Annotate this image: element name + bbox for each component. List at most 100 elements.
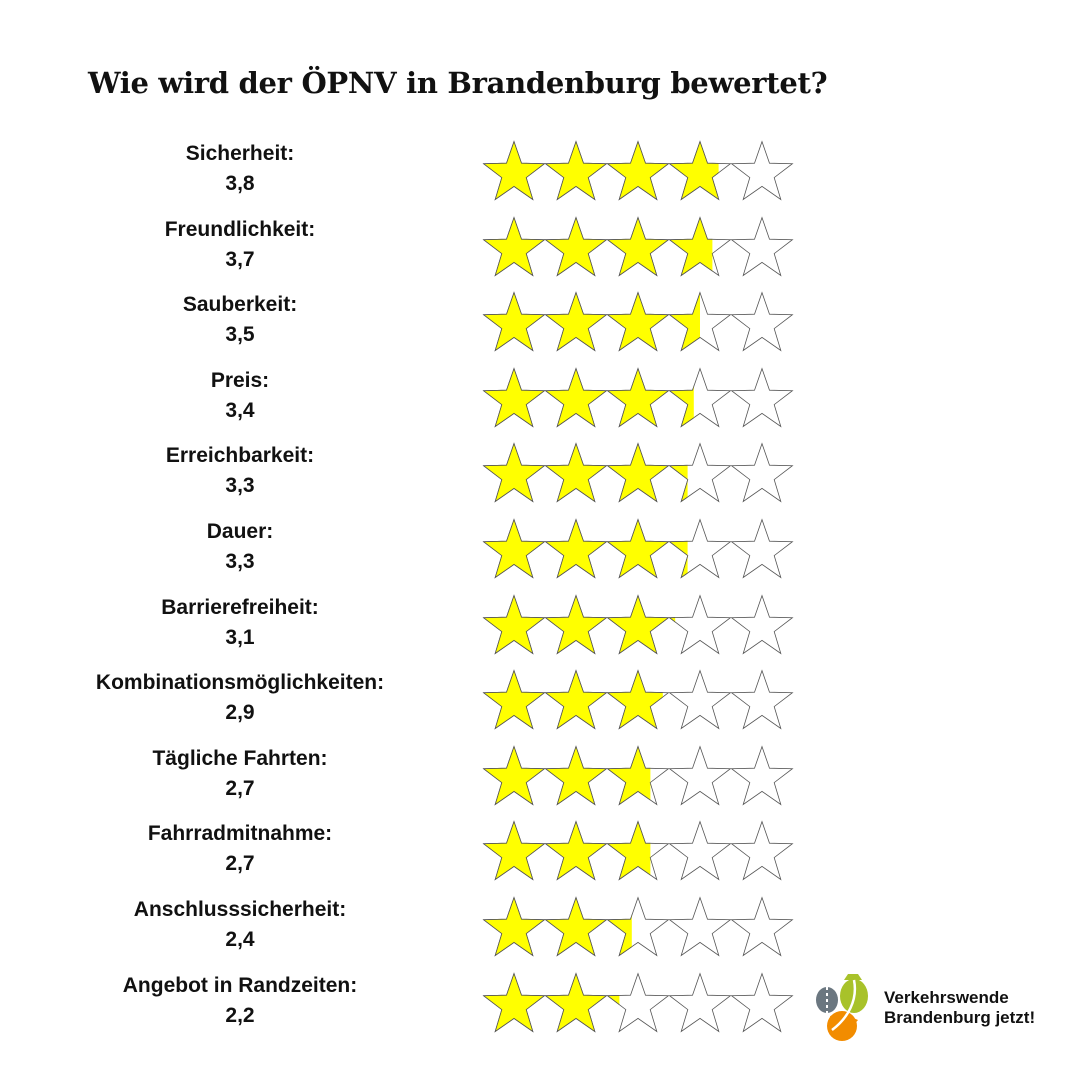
star-empty xyxy=(730,291,794,352)
star-filled xyxy=(668,465,688,503)
rating-row: Sicherheit: 3,8 xyxy=(0,138,820,214)
star-rating xyxy=(482,215,794,277)
star-filled xyxy=(544,669,608,730)
star-filled xyxy=(668,616,676,623)
star-rating xyxy=(482,442,794,503)
rating-value: 2,2 xyxy=(225,1003,255,1027)
rating-row: Anschlusssicherheit: 2,4 xyxy=(0,894,820,970)
star-filled xyxy=(606,593,670,655)
star-filled xyxy=(606,994,620,1033)
star-filled xyxy=(544,140,608,201)
star-rating xyxy=(482,291,794,352)
star-rating xyxy=(482,896,794,957)
star-rating xyxy=(482,518,794,579)
star-empty xyxy=(730,820,794,881)
star-empty xyxy=(730,593,794,655)
star-filled xyxy=(483,971,546,1033)
logo-icon xyxy=(816,974,868,1041)
star-empty xyxy=(730,140,794,201)
rating-value: 3,3 xyxy=(225,474,255,498)
rating-label: Sauberkeit: xyxy=(182,293,298,317)
star-filled xyxy=(606,518,670,579)
star-filled xyxy=(483,669,546,730)
rating-label: Angebot in Randzeiten: xyxy=(122,973,358,997)
star-filled xyxy=(606,215,670,277)
star-filled xyxy=(544,820,608,881)
rating-label: Barrierefreiheit: xyxy=(161,595,319,619)
rating-row: Sauberkeit: 3,5 xyxy=(0,289,820,365)
star-empty xyxy=(668,669,732,730)
rating-row: Fahrradmitnahme: 2,7 xyxy=(0,818,820,894)
rating-value: 2,4 xyxy=(225,928,255,951)
star-filled xyxy=(483,367,546,428)
star-filled xyxy=(483,518,546,579)
star-filled xyxy=(544,971,608,1033)
star-filled xyxy=(483,593,546,655)
rating-label: Dauer: xyxy=(206,520,274,543)
star-filled xyxy=(483,140,546,201)
star-filled xyxy=(606,669,663,730)
star-rating xyxy=(482,140,794,201)
rating-label: Kombinationsmöglichkeiten: xyxy=(95,671,385,695)
rating-label: Sicherheit: xyxy=(185,142,295,165)
rating-label: Erreichbarkeit: xyxy=(165,444,315,468)
star-rating xyxy=(482,669,794,730)
star-empty xyxy=(730,518,794,579)
rating-label: Freundlichkeit: xyxy=(164,217,316,241)
star-filled xyxy=(606,820,651,881)
rating-label: Tägliche Fahrten: xyxy=(152,746,328,770)
star-filled xyxy=(668,140,719,201)
star-empty xyxy=(668,745,732,806)
star-filled xyxy=(606,367,670,428)
rating-value: 3,8 xyxy=(225,172,255,195)
logo-line-2: Brandenburg jetzt! xyxy=(884,1008,1036,1027)
star-filled xyxy=(668,291,700,352)
star-filled xyxy=(544,367,608,428)
star-rating xyxy=(482,971,794,1033)
star-filled xyxy=(606,745,651,806)
rating-row: Angebot in Randzeiten: 2,2 xyxy=(0,970,820,1046)
star-filled xyxy=(544,442,608,503)
star-filled xyxy=(544,593,608,655)
star-empty xyxy=(668,896,732,957)
logo: Verkehrswende Brandenburg jetzt! xyxy=(814,970,1064,1042)
chart-title: Wie wird der ÖPNV in Brandenburg bewerte… xyxy=(88,66,828,100)
star-filled xyxy=(544,291,608,352)
star-empty xyxy=(730,669,794,730)
rating-row: Kombinationsmöglichkeiten: 2,9 xyxy=(0,667,820,743)
rating-value: 3,3 xyxy=(225,550,255,573)
star-empty xyxy=(730,442,794,503)
star-filled xyxy=(483,442,546,503)
star-empty xyxy=(730,215,794,277)
star-filled xyxy=(544,896,608,957)
rating-row: Freundlichkeit: 3,7 xyxy=(0,214,820,290)
logo-text: Verkehrswende Brandenburg jetzt! xyxy=(884,988,1035,1028)
star-filled xyxy=(606,140,670,201)
star-empty xyxy=(668,593,732,655)
star-filled xyxy=(544,518,608,579)
rating-row: Erreichbarkeit: 3,3 xyxy=(0,440,820,516)
rating-row: Preis: 3,4 xyxy=(0,365,820,441)
star-filled xyxy=(483,896,546,957)
rating-value: 3,7 xyxy=(225,247,255,271)
star-filled xyxy=(483,820,546,881)
star-filled xyxy=(606,291,670,352)
rating-value: 2,7 xyxy=(225,852,255,876)
star-filled xyxy=(668,215,713,277)
star-empty xyxy=(730,896,794,957)
star-rating xyxy=(482,593,794,655)
rating-label: Fahrradmitnahme: xyxy=(147,822,333,846)
rating-value: 3,4 xyxy=(225,398,255,422)
star-filled xyxy=(483,291,546,352)
star-filled xyxy=(668,385,694,428)
rating-value: 3,1 xyxy=(225,625,255,649)
rating-row: Tägliche Fahrten: 2,7 xyxy=(0,743,820,819)
star-filled xyxy=(606,442,670,503)
rating-row: Barrierefreiheit: 3,1 xyxy=(0,592,820,668)
rating-value: 3,5 xyxy=(225,323,255,347)
star-empty xyxy=(668,971,732,1033)
star-filled xyxy=(606,914,632,957)
rating-value: 2,9 xyxy=(225,701,255,725)
logo-line-1: Verkehrswende xyxy=(884,988,1009,1007)
star-filled xyxy=(544,745,608,806)
